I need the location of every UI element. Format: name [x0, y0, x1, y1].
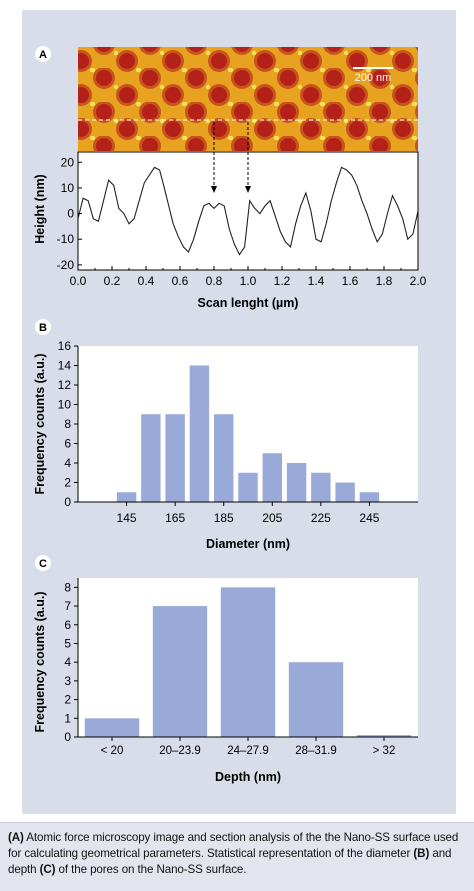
plot-a-xtick-label: 1.0: [240, 274, 257, 288]
plot-c-ylabel: Frequency counts (a.u.): [33, 592, 47, 733]
plot-a-xtick-label: 1.2: [274, 274, 291, 288]
plot-b-ytick-label: 12: [58, 378, 72, 392]
diameter-bar: [116, 492, 137, 502]
plot-b-xtick-label: 205: [262, 511, 282, 525]
plot-c-xtick-label: 20–23.9: [159, 745, 201, 757]
plot-b-ytick-label: 10: [58, 398, 72, 412]
plot-b-ytick-label: 6: [64, 437, 71, 451]
panel-b-label: B: [35, 319, 51, 335]
panel-a-label: A: [35, 46, 51, 62]
figure-caption: (A) Atomic force microscopy image and se…: [0, 822, 474, 891]
diameter-bar: [262, 453, 282, 502]
depth-bar: [220, 587, 276, 737]
caption-tag-c: (C): [39, 863, 56, 876]
caption-text-3: of the pores on the Nano-SS surface.: [55, 863, 247, 876]
plot-a-xtick-label: 2.0: [410, 274, 427, 288]
plot-b-xtick-label: 185: [214, 511, 234, 525]
caption-tag-a: (A): [8, 831, 24, 844]
plot-c-xtick-label: 24–27.9: [227, 745, 269, 757]
plot-b-xtick-label: 165: [165, 511, 185, 525]
plot-a-ylabel: Height (nm): [33, 174, 47, 243]
depth-bar: [84, 718, 140, 737]
plot-c-ytick-label: 4: [64, 655, 71, 669]
plot-c-xlabel: Depth (nm): [215, 770, 281, 784]
plot-b-xtick-label: 245: [359, 511, 379, 525]
plot-c-xtick-label: > 32: [373, 745, 396, 757]
plot-a-xtick-label: 0.0: [70, 274, 87, 288]
diameter-histogram: 0 2 4 6 8 10 12 14 16 145 165 185 205 225 245: [58, 339, 418, 525]
plot-b-ytick-label: 4: [64, 456, 71, 470]
plot-a-xtick-label: 0.4: [138, 274, 155, 288]
plot-a-xtick-label: 0.6: [172, 274, 189, 288]
plot-a-xlabel: Scan lenght (µm): [198, 296, 299, 310]
caption-text: (A) Atomic force microscopy image and se…: [0, 823, 474, 878]
plot-b-ytick-label: 0: [64, 495, 71, 509]
depth-bar: [288, 662, 344, 737]
diameter-bar: [311, 472, 331, 502]
plot-a-xtick-label: 1.4: [308, 274, 325, 288]
depth-bar: [152, 606, 208, 737]
plot-a-xtick-label: 0.8: [206, 274, 223, 288]
panel-c-label: C: [35, 555, 51, 571]
plot-a-ytick-label: 20: [61, 155, 75, 169]
caption-text-2: and depth: [8, 847, 452, 876]
diameter-bar: [141, 414, 161, 502]
plot-a-ytick-label: -20: [57, 258, 75, 272]
svg-text:B: B: [39, 322, 47, 334]
plot-a-xtick-label: 1.8: [376, 274, 393, 288]
section-arrow-head: [211, 186, 217, 193]
diameter-bar: [165, 414, 185, 502]
plot-b-ytick-label: 8: [64, 417, 71, 431]
plot-b-ytick-label: 14: [58, 359, 72, 373]
diameter-bar: [189, 365, 210, 502]
caption-text-1: Atomic force microscopy image and sectio…: [8, 831, 459, 860]
height-profile-plot: 0.0 0.2 0.4 0.6 0.8 1.0 1.2 1.4 1.6 1.8 2.0 20 10 0 -1…: [57, 122, 427, 288]
height-profile-line: [77, 166, 419, 256]
plot-a-ytick-label: -10: [57, 232, 75, 246]
plot-c-ytick-label: 5: [64, 636, 71, 650]
diameter-bar: [214, 414, 234, 502]
afm-image: 200 nm: [78, 47, 418, 151]
diameter-bar: [238, 472, 258, 502]
plot-b-xtick-label: 145: [117, 511, 137, 525]
plot-a-ytick-label: 0: [67, 207, 74, 221]
plot-c-ytick-label: 7: [64, 599, 71, 613]
plot-c-ytick-label: 2: [64, 693, 71, 707]
diameter-bar: [335, 482, 355, 502]
section-arrow-head: [245, 186, 251, 193]
plot-b-xtick-label: 225: [311, 511, 331, 525]
svg-text:C: C: [39, 558, 47, 570]
svg-text:A: A: [39, 49, 47, 61]
caption-tag-b: (B): [413, 847, 430, 860]
diameter-bar: [359, 492, 380, 502]
plot-c-ytick-label: 6: [64, 618, 71, 632]
depth-bar: [356, 735, 412, 737]
diameter-bar: [286, 463, 307, 502]
scale-bar-label: 200 nm: [355, 72, 392, 84]
plot-c-ytick-label: 3: [64, 674, 71, 688]
plot-b-xlabel: Diameter (nm): [206, 537, 290, 551]
plot-c-xtick-label: 28–31.9: [295, 745, 337, 757]
depth-histogram: < 20 20–23.9 24–27.9 28–31.9 > 32 0 1 2 3 4 5 6 7 8: [64, 578, 418, 757]
plot-b-ytick-label: 2: [64, 476, 71, 490]
plot-c-ytick-label: 0: [64, 730, 71, 744]
figure-canvas: A B C 200 nm 0.0 0.2 0.4 0.6 0.8 1.0 1.2 1.4 1.6…: [33, 46, 427, 784]
plot-a-ytick-label: 10: [61, 181, 75, 195]
plot-c-ytick-label: 8: [64, 580, 71, 594]
plot-c-xtick-label: < 20: [101, 745, 124, 757]
plot-b-ylabel: Frequency counts (a.u.): [33, 354, 47, 495]
plot-a-xtick-label: 0.2: [104, 274, 121, 288]
plot-a-xtick-label: 1.6: [342, 274, 359, 288]
plot-c-ytick-label: 1: [64, 711, 71, 725]
plot-b-ytick-label: 16: [58, 339, 72, 353]
